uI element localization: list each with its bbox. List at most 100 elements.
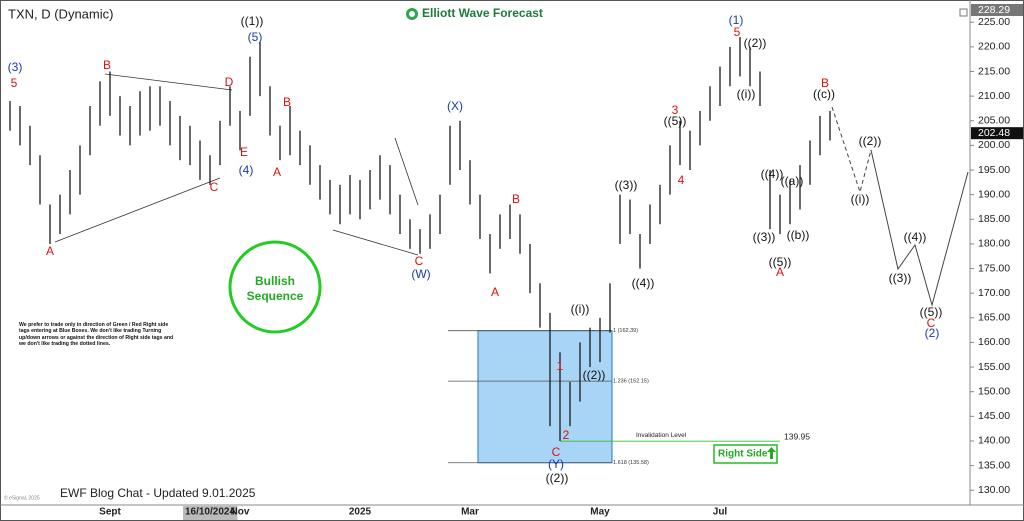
- y-tick-label: 140.00: [978, 435, 1010, 447]
- wave-label: ((a)): [781, 174, 804, 188]
- projection: [870, 149, 969, 307]
- trendline: [332, 229, 419, 256]
- x-tick-label: 2025: [349, 507, 372, 518]
- y-tick-label: 165.00: [978, 312, 1010, 324]
- y-tick-label: 135.00: [978, 459, 1010, 471]
- wave-label: A: [491, 285, 499, 299]
- wave-label: ((i)): [571, 302, 590, 316]
- wave-label: ((5)): [769, 255, 792, 269]
- wave-label: (Y): [548, 457, 564, 471]
- wave-label: C: [210, 180, 219, 194]
- wave-label: C: [927, 316, 936, 330]
- y-tick-label: 180.00: [978, 238, 1010, 250]
- chart-title: TXN, D (Dynamic): [8, 6, 113, 21]
- y-tick-label: 175.00: [978, 262, 1010, 274]
- right-side-label: Right Side: [718, 449, 768, 460]
- wave-label: A: [776, 265, 784, 279]
- trendlines: [54, 73, 419, 256]
- arrow-up: [767, 447, 776, 459]
- wave-label: 4: [678, 173, 685, 187]
- y-tick-label: 220.00: [978, 41, 1010, 53]
- wave-label: 5: [734, 25, 741, 39]
- sequence-circle: [228, 240, 322, 334]
- x-tick-label: 16/10/2024: [185, 507, 235, 518]
- invalidation-label: Invalidation Level: [636, 432, 687, 439]
- wave-label: (1): [729, 13, 744, 27]
- trendline: [104, 73, 233, 91]
- y-tick-label: 205.00: [978, 115, 1010, 127]
- y-tick-label: 225.00: [978, 16, 1010, 28]
- y-tick-label: 130.00: [978, 484, 1010, 496]
- y-tick-label: 155.00: [978, 361, 1010, 373]
- wave-label: ((4)): [761, 167, 784, 181]
- logo-icon: [409, 11, 415, 17]
- wave-label: ((2)): [583, 368, 606, 382]
- copyright: © eSignal, 2025: [4, 494, 40, 501]
- wave-label: (X): [447, 99, 463, 113]
- wave-label: B: [103, 58, 111, 72]
- wave-label: (2): [925, 326, 940, 340]
- y-tick-label: 150.00: [978, 385, 1010, 397]
- x-tick-label: Mar: [461, 507, 479, 518]
- price-tag-label: 228.29: [978, 4, 1010, 16]
- trendline: [394, 137, 419, 206]
- wave-label: D: [225, 75, 234, 89]
- wave-label: B: [512, 192, 520, 206]
- wave-label: B: [283, 95, 291, 109]
- wave-label: C: [415, 254, 424, 268]
- wave-label: ((2)): [546, 471, 569, 485]
- wave-label: 2: [563, 428, 570, 442]
- wave-label: E: [240, 145, 248, 159]
- wave-label: ((1)): [241, 14, 264, 28]
- right-side-box: [713, 444, 778, 464]
- fib-box: [477, 330, 613, 464]
- wave-label: 3: [672, 103, 679, 117]
- wave-label: ((i)): [737, 87, 756, 101]
- wave-label: (W): [411, 267, 430, 281]
- wave-label: ((b)): [787, 228, 810, 242]
- fib-label: 1.618 (135.58): [613, 460, 649, 466]
- brand: Elliott Wave Forecast: [422, 6, 543, 20]
- projection-dashed: [831, 106, 872, 194]
- y-tick-label: 170.00: [978, 287, 1010, 299]
- wave-label: ((3)): [753, 230, 776, 244]
- price-tag-label: 202.48: [978, 127, 1010, 139]
- y-tick-label: 200.00: [978, 139, 1010, 151]
- wave-label: ((4)): [632, 276, 655, 290]
- wave-label: 1: [557, 359, 564, 373]
- x-tick-label: Nov: [231, 507, 250, 518]
- wave-label: A: [273, 165, 281, 179]
- fib-label: 1.236 (152.15): [613, 379, 649, 385]
- invalidation-value: 139.95: [784, 431, 810, 441]
- y-tick-label: 145.00: [978, 410, 1010, 422]
- wave-label: C: [552, 445, 561, 459]
- y-tick-label: 195.00: [978, 164, 1010, 176]
- wave-label: ((2)): [744, 36, 767, 50]
- x-tick-label: May: [590, 507, 610, 518]
- wave-label: (4): [239, 163, 254, 177]
- fib-label: 1 (162.39): [613, 328, 638, 334]
- x-tick-label: Jul: [713, 507, 728, 518]
- wave-label: A: [46, 244, 54, 258]
- wave-label: ((4)): [904, 230, 927, 244]
- y-tick-label: 190.00: [978, 188, 1010, 200]
- y-tick-label: 160.00: [978, 336, 1010, 348]
- wave-label: ((3)): [615, 178, 638, 192]
- wave-label: ((5)): [664, 114, 687, 128]
- y-tick-label: 185.00: [978, 213, 1010, 225]
- wave-label: ((i)): [851, 192, 870, 206]
- trendline: [54, 177, 221, 243]
- price-tag: [971, 4, 1023, 16]
- wave-label: ((c)): [813, 87, 835, 101]
- sequence-label: Bullish Sequence: [246, 274, 304, 303]
- scale-toggle[interactable]: [959, 8, 968, 17]
- wave-label: (3): [8, 60, 23, 74]
- wave-label: ((3)): [889, 271, 912, 285]
- x-highlight: [182, 506, 238, 520]
- price-tag: [971, 127, 1023, 140]
- wave-label: (5): [248, 30, 263, 44]
- y-tick-label: 210.00: [978, 90, 1010, 102]
- footer: EWF Blog Chat - Updated 9.01.2025: [60, 486, 256, 500]
